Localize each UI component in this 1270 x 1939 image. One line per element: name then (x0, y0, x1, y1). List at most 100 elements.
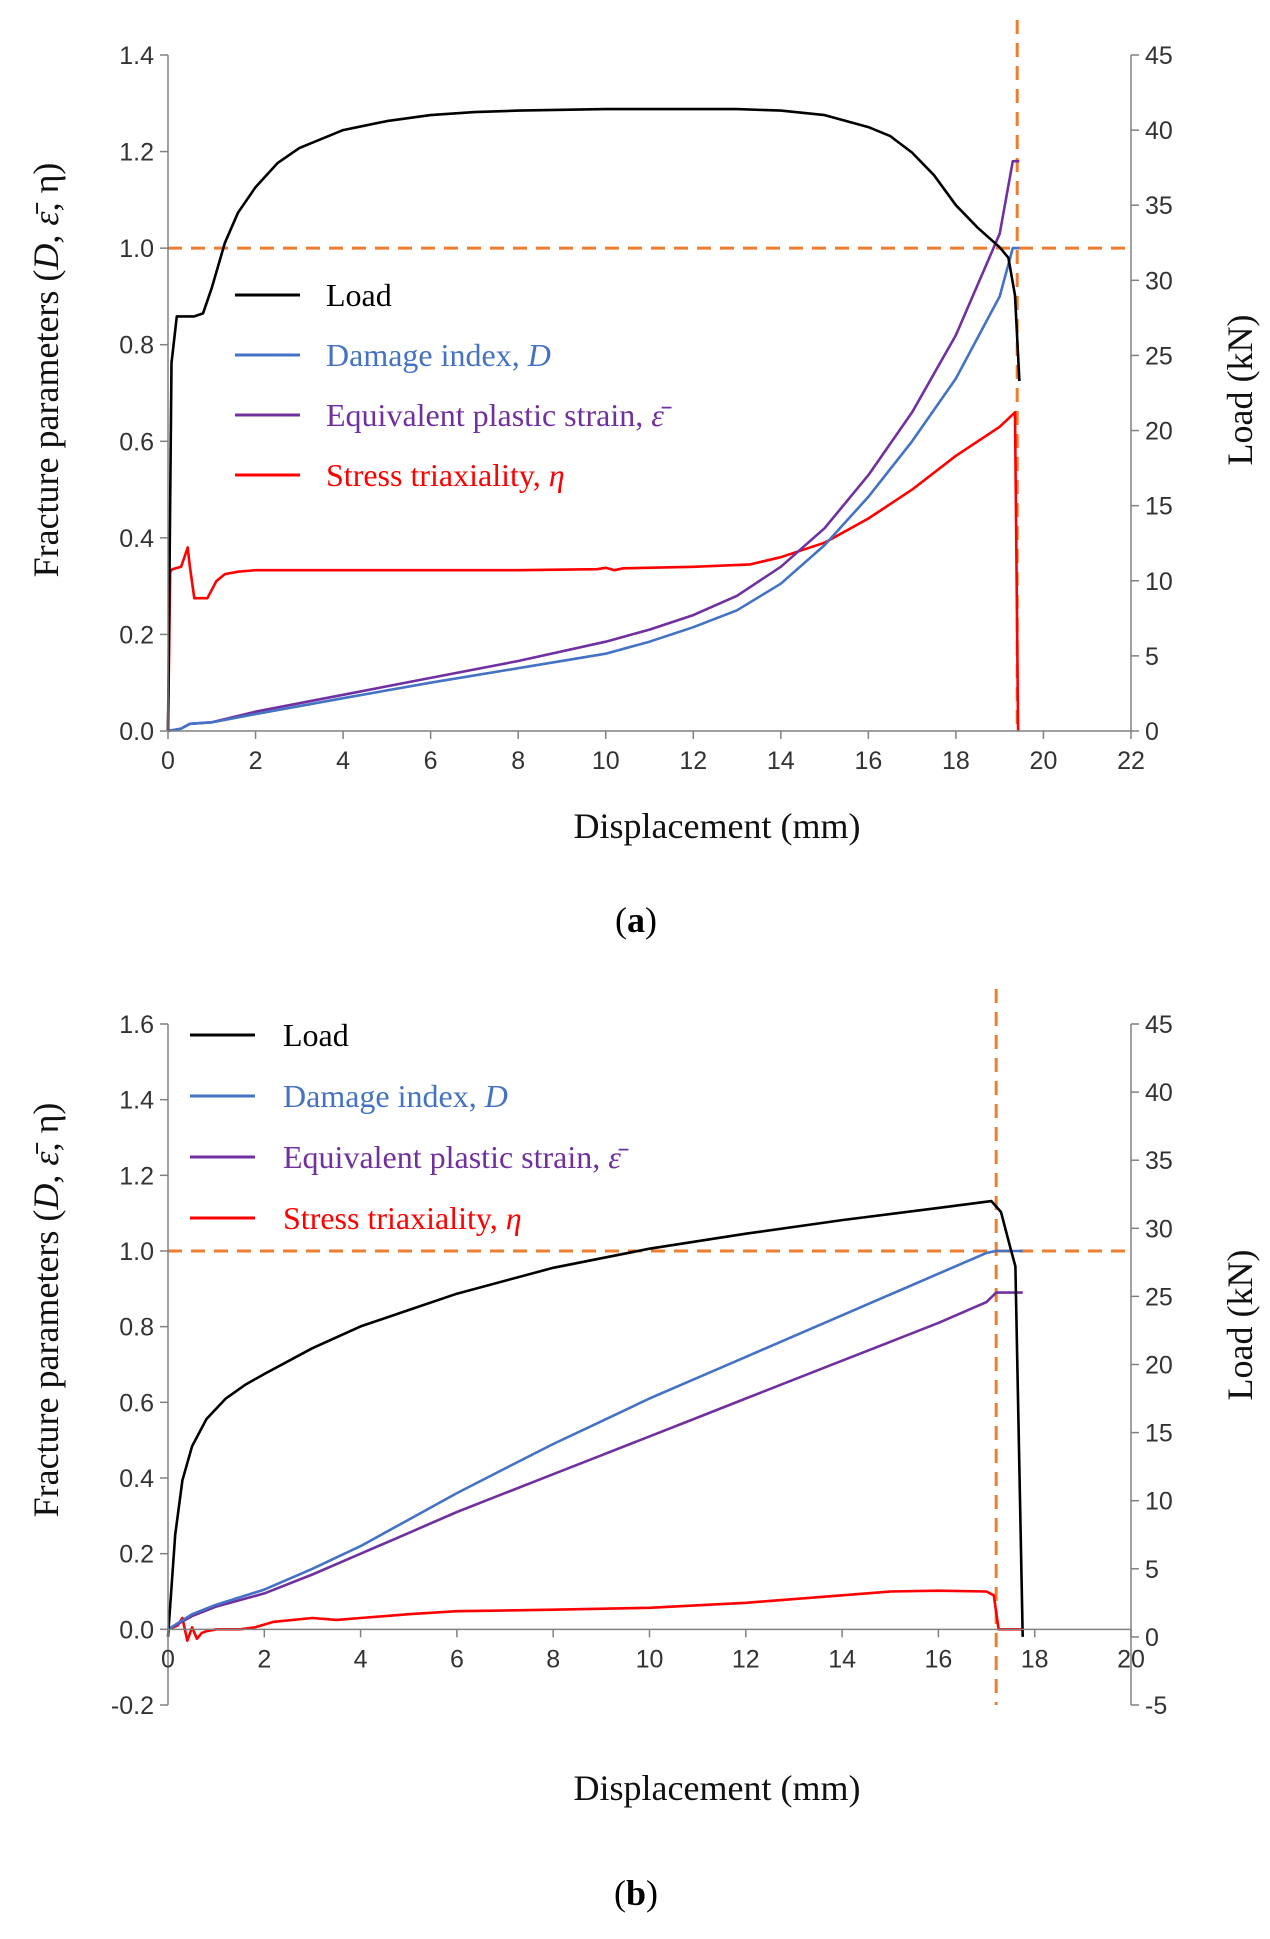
chart-a-y-tick-label: 0.6 (119, 428, 154, 456)
chart-a-legend-symbol: ε̄ (651, 397, 672, 433)
chart-a-legend-label: Stress triaxiality, η (326, 457, 565, 493)
chart-b-legend-label: Equivalent plastic strain, ε̄ (283, 1139, 629, 1175)
chart-a-y-tick-label: 0.4 (119, 525, 154, 553)
chart-b-x-tick-label: 16 (924, 1645, 952, 1673)
chart-a-legend-label: Equivalent plastic strain, ε̄ (326, 397, 672, 433)
chart-b-x-tick-label: 0 (161, 1645, 175, 1673)
chart-a-legend-label-text: Damage index, (326, 337, 528, 373)
chart-a-y-tick-label: 0.0 (119, 718, 154, 746)
chart-a-x-axis-title: Displacement (mm) (574, 806, 861, 846)
chart-a-legend-label: Load (326, 277, 392, 313)
chart-a-y2-axis-title: Load (kN) (1220, 315, 1260, 466)
chart-a-legend-label: Damage index, D (326, 337, 551, 373)
chart-a-y2-tick-label: 10 (1145, 568, 1173, 596)
chart-b-legend-label: Damage index, D (283, 1078, 508, 1114)
chart-a-x-tick-label: 2 (249, 747, 263, 775)
chart-b-plot (166, 989, 1131, 1705)
chart-a-plot (166, 20, 1131, 733)
chart-b-legend-label-text: Load (283, 1017, 349, 1053)
chart-b-y2-tick-label: 25 (1145, 1283, 1173, 1311)
chart-b-y2-tick-label: 15 (1145, 1420, 1173, 1448)
chart-b-x-tick-label: 4 (354, 1645, 368, 1673)
chart-b-legend-label-text: Damage index, (283, 1078, 485, 1114)
chart-b-x-tick-label: 18 (1021, 1645, 1049, 1673)
chart-b-legend-label: Load (283, 1017, 349, 1053)
chart-a-legend-label-text: Load (326, 277, 392, 313)
chart-a-y2-tick-label: 25 (1145, 342, 1173, 370)
chart-b-legend-label-text: Stress triaxiality, (283, 1200, 506, 1236)
chart-a-y2-tick-label: 20 (1145, 418, 1173, 446)
chart-a-caption: (a) (615, 900, 657, 940)
chart-a-y2-tick-label: 35 (1145, 192, 1173, 220)
chart-b-axes: -0.2 0.0 0.2 0.4 0.6 0.8 1.0 1.2 1.4 1.6 -5 0 5 10 15 2… (111, 1011, 1173, 1720)
chart-b-y-tick-label: 0.8 (119, 1314, 154, 1342)
chart-a-x-tick-label: 20 (1030, 747, 1058, 775)
chart-b-x-tick-label: 12 (732, 1645, 760, 1673)
chart-b-x-tick-label: 8 (546, 1645, 560, 1673)
chart-b: -0.2 0.0 0.2 0.4 0.6 0.8 1.0 1.2 1.4 1.6 -5 0 5 10 15 2… (26, 989, 1260, 1913)
chart-a-y-tick-label: 0.8 (119, 332, 154, 360)
chart-b-x-tick-label: 2 (257, 1645, 271, 1673)
chart-b-series-load (166, 1199, 1024, 1637)
chart-a-y-tick-label: 1.0 (119, 235, 154, 263)
chart-b-y-tick-label: 1.6 (119, 1011, 154, 1039)
chart-b-series-stress-triaxiality (167, 1589, 1023, 1642)
chart-b-y-tick-label: 1.4 (119, 1087, 154, 1115)
chart-a-y-tick-label: 1.2 (119, 139, 154, 167)
chart-a-y2-tick-label: 15 (1145, 493, 1173, 521)
chart-b-y2-tick-label: 20 (1145, 1352, 1173, 1380)
chart-a-y-tick-label: 0.2 (119, 621, 154, 649)
chart-a-series-damage-index-d (167, 246, 1020, 733)
chart-b-x-tick-label: 20 (1117, 1645, 1145, 1673)
chart-a-x-tick-label: 18 (942, 747, 970, 775)
chart-a-y-axis-title: Fracture parameters (D, ε̄, η) (26, 163, 66, 578)
chart-a: 0.00.20.40.60.81.01.21.40510152025303540… (26, 20, 1260, 940)
chart-a-y2-tick-label: 0 (1145, 718, 1159, 746)
chart-b-series-equivalent-plastic-strain (167, 1291, 1023, 1631)
chart-b-legend-label-text: Equivalent plastic strain, (283, 1139, 608, 1175)
chart-b-y-tick-label: 0.0 (119, 1616, 154, 1644)
chart-b-y-tick-label: 0.4 (119, 1465, 154, 1493)
chart-a-axes: 0.00.20.40.60.81.01.21.40510152025303540… (119, 42, 1173, 775)
chart-a-legend: Load Damage index, D Equivalent plastic st… (235, 277, 672, 493)
chart-b-y2-tick-label: 45 (1145, 1011, 1173, 1039)
chart-a-x-tick-label: 16 (854, 747, 882, 775)
chart-b-y-tick-label: 1.2 (119, 1162, 154, 1190)
chart-b-y-tick-label: 0.6 (119, 1389, 154, 1417)
chart-b-y-tick-label: 0.2 (119, 1541, 154, 1569)
chart-b-x-tick-label: 10 (636, 1645, 664, 1673)
chart-a-legend-label-text: Stress triaxiality, (326, 457, 549, 493)
chart-b-x-axis-title: Displacement (mm) (574, 1768, 861, 1808)
chart-a-x-tick-label: 12 (679, 747, 707, 775)
chart-b-y2-tick-label: 40 (1145, 1079, 1173, 1107)
chart-b-caption: (b) (614, 1873, 658, 1913)
chart-a-x-tick-label: 22 (1117, 747, 1145, 775)
chart-a-series-stress-triaxiality (166, 410, 1020, 732)
chart-b-y2-tick-label: 5 (1145, 1556, 1159, 1584)
chart-a-x-tick-label: 0 (161, 747, 175, 775)
chart-a-x-tick-label: 14 (767, 747, 795, 775)
chart-b-y-tick-label: 1.0 (119, 1238, 154, 1266)
chart-b-y2-tick-label: 0 (1145, 1624, 1159, 1652)
chart-b-series-damage-index-d (167, 1249, 1023, 1631)
chart-b-y2-tick-label: -5 (1145, 1692, 1167, 1720)
chart-a-legend-symbol: D (527, 337, 551, 373)
chart-a-series-load (166, 107, 1021, 732)
chart-a-x-tick-label: 8 (511, 747, 525, 775)
chart-b-y-axis-title: Fracture parameters (D, ε̄, η) (26, 1103, 66, 1518)
chart-b-x-tick-label: 14 (828, 1645, 856, 1673)
chart-b-y2-tick-label: 10 (1145, 1488, 1173, 1516)
chart-b-y-tick-label: -0.2 (111, 1692, 154, 1720)
chart-b-y2-tick-label: 35 (1145, 1147, 1173, 1175)
chart-a-x-tick-label: 10 (592, 747, 620, 775)
chart-a-x-tick-label: 4 (336, 747, 350, 775)
chart-a-y-tick-label: 1.4 (119, 42, 154, 70)
chart-b-y2-axis-title: Load (kN) (1220, 1250, 1260, 1401)
chart-a-x-tick-label: 6 (424, 747, 438, 775)
chart-a-y2-tick-label: 45 (1145, 42, 1173, 70)
chart-a-legend-label-text: Equivalent plastic strain, (326, 397, 651, 433)
chart-b-y2-tick-label: 30 (1145, 1215, 1173, 1243)
chart-a-y2-tick-label: 40 (1145, 117, 1173, 145)
chart-b-legend: Load Damage index, D Equivalent plastic st… (190, 1017, 629, 1236)
